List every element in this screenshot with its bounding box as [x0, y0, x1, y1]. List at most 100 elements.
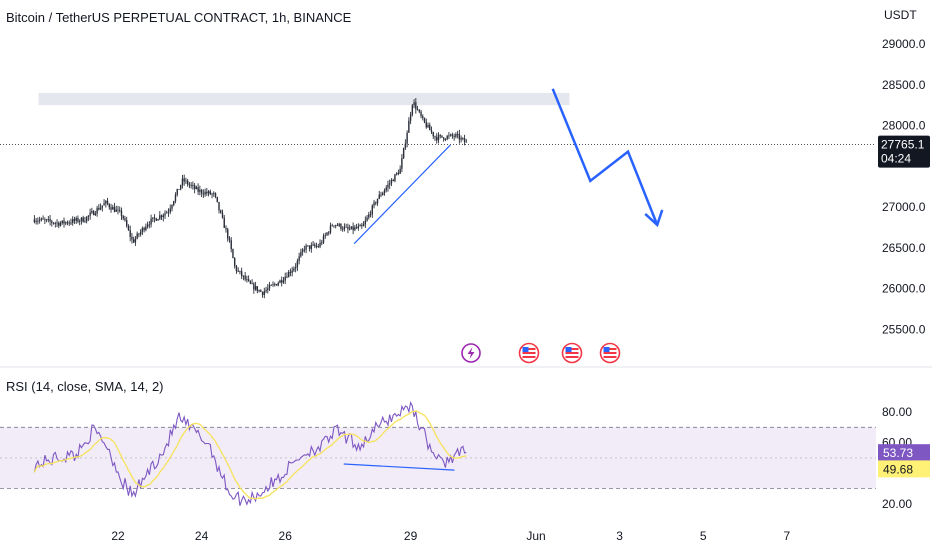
candle-body — [112, 207, 114, 210]
candle-body — [282, 280, 285, 283]
rsi-sma-line[interactable] — [33, 410, 467, 500]
rsi-divergence-line[interactable] — [343, 463, 455, 471]
lightning-icon-bolt — [467, 347, 475, 359]
candle-body — [296, 260, 299, 268]
time-tick-label: 3 — [616, 529, 623, 543]
candle-body — [98, 208, 100, 210]
candle-body — [416, 109, 419, 110]
resistance-zone[interactable] — [38, 92, 570, 106]
candle-body — [183, 178, 185, 182]
candle-body — [195, 187, 198, 190]
candle-body — [185, 180, 187, 182]
candle-body — [213, 192, 215, 194]
us-flag-icon-stripe — [522, 356, 536, 358]
value-badges: 27765.104:24 53.73 49.68 — [878, 135, 930, 478]
candle-body — [465, 141, 468, 143]
candle-body — [82, 217, 84, 222]
price-tick-label: 27000.0 — [882, 200, 926, 214]
candle-body — [159, 215, 161, 220]
candle-body — [99, 207, 102, 210]
candle-body — [368, 214, 370, 218]
candle-body — [227, 229, 229, 239]
candle-body — [458, 134, 461, 140]
candle-body — [361, 225, 363, 227]
time-tick-label: 5 — [700, 529, 707, 543]
us-flag-icon[interactable] — [599, 342, 621, 364]
candle-body — [188, 184, 191, 186]
candle-body — [103, 203, 105, 206]
time-tick-label: 7 — [783, 529, 790, 543]
candle-body — [239, 270, 241, 272]
candle-body — [164, 213, 166, 216]
candle-body — [409, 114, 412, 121]
candle-body — [237, 270, 239, 272]
support-trendline[interactable] — [353, 144, 451, 245]
candle-body — [192, 185, 194, 187]
lightning-icon[interactable] — [461, 343, 481, 363]
candle-body — [364, 220, 367, 225]
candle-body — [89, 212, 91, 216]
candle-body — [345, 226, 347, 228]
candle-body — [408, 120, 410, 133]
candle-body — [385, 187, 387, 191]
candle-body — [129, 230, 131, 237]
candle-body — [439, 135, 441, 137]
candle-body — [389, 183, 391, 185]
candle-body — [148, 224, 151, 226]
candle-body — [298, 256, 300, 261]
candle-body — [134, 238, 137, 243]
candle-body — [359, 225, 361, 227]
candle-body — [166, 212, 168, 214]
candle-body — [84, 221, 86, 223]
candle-body — [246, 279, 248, 281]
candle-body — [211, 193, 213, 195]
candle-body — [256, 286, 259, 292]
candle-body — [251, 283, 253, 285]
candle-body — [453, 136, 455, 137]
us-flag-icon[interactable] — [518, 342, 540, 364]
candle-body — [65, 222, 67, 224]
candle-body — [462, 138, 464, 139]
rsi-value: 53.73 — [883, 446, 913, 460]
candle-body — [80, 217, 83, 221]
candle-body — [73, 219, 76, 221]
candle-body — [446, 135, 448, 140]
candle-body — [331, 225, 333, 227]
candle-body — [202, 193, 205, 195]
candle-body — [340, 223, 342, 229]
candle-body — [153, 217, 156, 219]
candle-body — [383, 190, 386, 193]
candle-body — [206, 191, 208, 194]
rsi-pane — [0, 400, 876, 506]
us-flag-icon[interactable] — [561, 342, 583, 364]
rsi-sma-value: 49.68 — [883, 462, 913, 476]
candle-body — [72, 219, 74, 223]
rsi-line[interactable] — [33, 400, 467, 506]
candle-body — [169, 208, 171, 212]
candle-body — [382, 192, 384, 196]
candle-body — [354, 227, 356, 231]
candle-body — [390, 179, 393, 184]
candle-body — [110, 207, 112, 210]
candle-body — [38, 219, 41, 221]
candle-body — [402, 147, 405, 159]
candle-body — [430, 130, 433, 133]
candle-body — [401, 158, 403, 169]
candle-body — [284, 276, 286, 281]
candle-body — [40, 218, 43, 220]
currency-label: USDT — [884, 8, 917, 22]
candle-body — [291, 270, 293, 273]
candle-body — [214, 192, 217, 197]
candle-body — [404, 143, 407, 148]
candle-body — [310, 245, 313, 249]
candle-body — [373, 202, 375, 206]
time-tick-label: 24 — [195, 529, 209, 543]
candle-body — [138, 233, 140, 235]
rsi-indicator-label[interactable]: RSI (14, close, SMA, 14, 2) — [6, 379, 164, 394]
candle-body — [423, 117, 426, 123]
forecast-path[interactable] — [551, 88, 659, 226]
candle-body — [315, 246, 318, 247]
candle-body — [369, 214, 372, 216]
us-flag-icon-stripe — [565, 352, 579, 354]
